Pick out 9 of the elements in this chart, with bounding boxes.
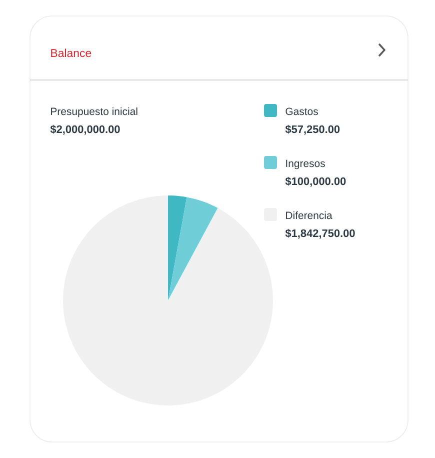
data-label: $57,250.00 [285, 124, 340, 135]
legend-label: Diferencia [286, 211, 332, 220]
legend-label: Ingresos [286, 160, 325, 170]
legend-label: Gastos [286, 108, 318, 116]
data-label: $100,000.00 [285, 176, 346, 187]
text: Presupuesto inicial [51, 107, 138, 118]
data-label: $1,842,750.00 [285, 228, 355, 239]
chart-title: Balance [51, 48, 92, 58]
text: $2,000,000.00 [50, 124, 120, 135]
